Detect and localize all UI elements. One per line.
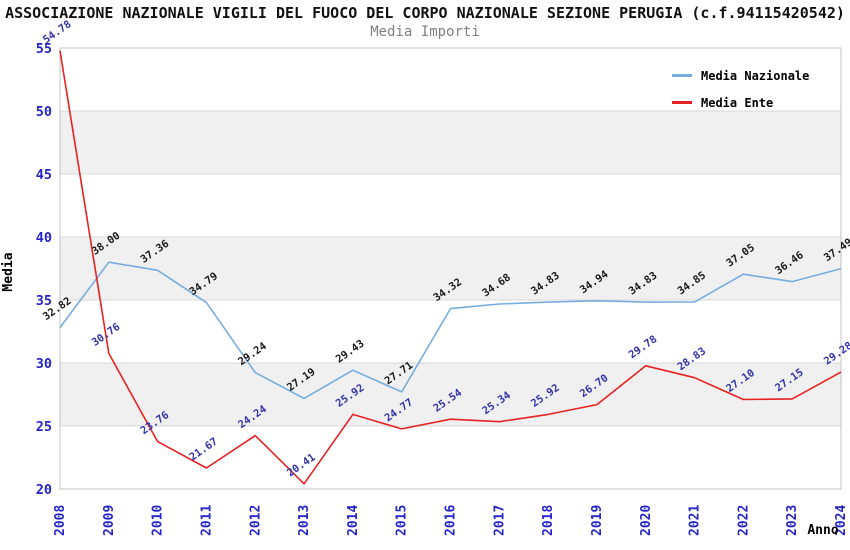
x-tick-label: 2010 [151, 505, 166, 536]
data-label: 29.43 [334, 338, 367, 366]
data-label: 54.78 [41, 18, 74, 46]
y-tick-label: 30 [36, 356, 52, 372]
plot-band [60, 111, 841, 174]
y-tick-label: 50 [36, 104, 52, 120]
y-tick-label: 55 [36, 41, 52, 57]
x-tick-label: 2012 [248, 505, 263, 536]
legend-label: Media Nazionale [701, 68, 810, 83]
x-tick-label: 2022 [736, 505, 751, 536]
y-tick-label: 35 [36, 293, 52, 309]
legend-item-media-nazionale: Media Nazionale [672, 62, 809, 89]
y-axis-title: Media [1, 252, 16, 291]
media-nazionale-line-swatch [672, 74, 692, 77]
y-tick-label: 45 [36, 167, 52, 183]
series-line-media-ente [59, 50, 842, 485]
y-tick-label: 40 [36, 230, 52, 246]
x-tick-label: 2014 [346, 505, 361, 536]
y-tick-label: 25 [36, 419, 52, 435]
plot-border [59, 47, 842, 490]
chart-title: ASSOCIAZIONE NAZIONALE VIGILI DEL FUOCO … [5, 4, 845, 22]
x-tick-label: 2008 [53, 505, 68, 536]
x-tick-label: 2018 [541, 505, 556, 536]
data-label: 29.78 [627, 333, 660, 361]
data-label: 20.41 [285, 451, 318, 479]
x-tick-label: 2020 [639, 505, 654, 536]
x-tick-label: 2021 [688, 505, 703, 536]
x-tick-label: 2013 [297, 505, 312, 536]
x-axis-title: Anno [807, 523, 838, 538]
plot-band [60, 363, 841, 426]
x-tick-label: 2015 [395, 505, 410, 536]
plot-band [60, 237, 841, 300]
x-tick-label: 2023 [785, 505, 800, 536]
chart-subtitle: Media Importi [370, 24, 480, 40]
x-tick-label: 2017 [492, 505, 507, 536]
x-tick-label: 2009 [102, 505, 117, 536]
series-line-media-nazionale [59, 261, 842, 400]
x-tick-label: 2019 [590, 505, 605, 536]
data-label: 21.67 [187, 435, 220, 463]
y-tick-label: 20 [36, 482, 52, 498]
x-tick-label: 2024 [834, 505, 849, 536]
legend-label: Media Ente [701, 95, 774, 110]
legend-item-media-ente: Media Ente [672, 89, 809, 116]
media-ente-line-swatch [672, 101, 692, 104]
chart-legend: Media Nazionale Media Ente [672, 62, 809, 116]
data-label: 30.76 [90, 321, 123, 349]
x-tick-label: 2011 [199, 505, 214, 536]
x-tick-label: 2016 [444, 505, 459, 536]
